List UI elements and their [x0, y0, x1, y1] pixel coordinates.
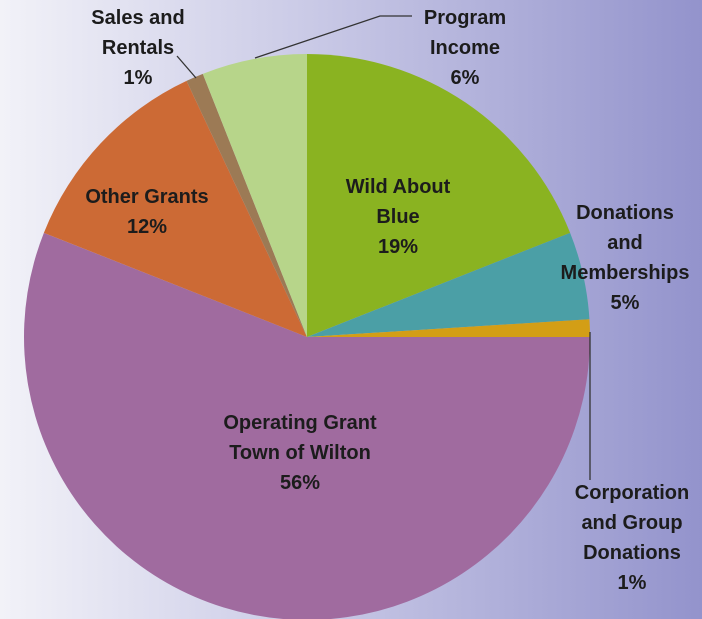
- slice-name: Donations and Memberships: [560, 202, 690, 284]
- slice-percent: 56%: [279, 472, 321, 494]
- slice-percent: 5%: [610, 292, 640, 314]
- slice-name: Other Grants: [85, 186, 209, 208]
- pie-slice: [24, 232, 590, 619]
- slice-percent: 1%: [123, 67, 153, 89]
- slice-label: Program Income 6%: [415, 3, 515, 93]
- pie-slice: [307, 54, 571, 337]
- leader-line: [176, 55, 197, 79]
- slice-label: Operating Grant Town of Wilton 56%: [218, 408, 383, 498]
- slice-name: Sales and Rentals: [91, 7, 185, 59]
- leader-line: [254, 15, 412, 59]
- slice-label: Sales and Rentals 1%: [83, 3, 193, 93]
- slice-name: Program Income: [423, 7, 507, 59]
- slice-label: Donations and Memberships 5%: [558, 198, 693, 318]
- slice-label: Wild About Blue 19%: [331, 172, 466, 262]
- slice-name: Corporation and Group Donations: [574, 482, 690, 564]
- slice-percent: 1%: [617, 572, 647, 594]
- slice-name: Operating Grant Town of Wilton: [223, 412, 377, 464]
- slice-label: Other Grants 12%: [67, 182, 227, 242]
- pie-slice: [202, 54, 307, 337]
- slice-percent: 19%: [377, 236, 419, 258]
- slice-label: Corporation and Group Donations 1%: [565, 478, 700, 598]
- pie-slice: [307, 232, 590, 337]
- slice-percent: 12%: [126, 216, 168, 238]
- slice-percent: 6%: [450, 67, 480, 89]
- slice-name: Wild About Blue: [345, 176, 451, 228]
- pie-slice: [307, 319, 590, 337]
- pie-slice: [43, 80, 307, 337]
- pie-slice: [186, 73, 307, 337]
